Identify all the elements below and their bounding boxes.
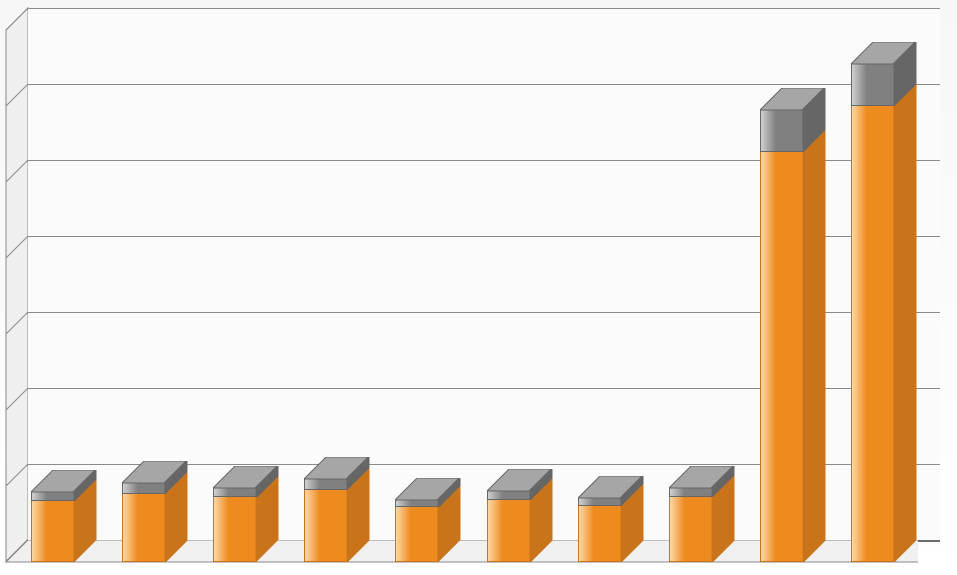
bar-5-secondary — [487, 491, 529, 500]
bar-8-primary — [760, 152, 802, 562]
bar-0-secondary — [31, 492, 73, 501]
bar-6-secondary — [578, 498, 620, 506]
bar-4-primary — [395, 507, 437, 562]
bar-7-primary — [669, 497, 711, 562]
bar-5-primary — [487, 500, 529, 562]
bar-chart — [0, 0, 957, 575]
bar-9-primary — [851, 106, 893, 562]
bar-1-secondary — [122, 483, 164, 494]
bar-4-secondary — [395, 500, 437, 508]
chart-plot-area — [28, 8, 940, 540]
bar-3-secondary — [304, 479, 346, 490]
bar-8-secondary — [760, 110, 802, 152]
bar-2-primary — [213, 497, 255, 562]
bar-1-primary — [122, 494, 164, 562]
bar-6-primary — [578, 506, 620, 562]
bar-0-primary — [31, 501, 73, 562]
bar-9-secondary — [851, 64, 893, 106]
bar-3-primary — [304, 490, 346, 562]
bar-7-secondary — [669, 488, 711, 497]
bar-2-secondary — [213, 488, 255, 498]
